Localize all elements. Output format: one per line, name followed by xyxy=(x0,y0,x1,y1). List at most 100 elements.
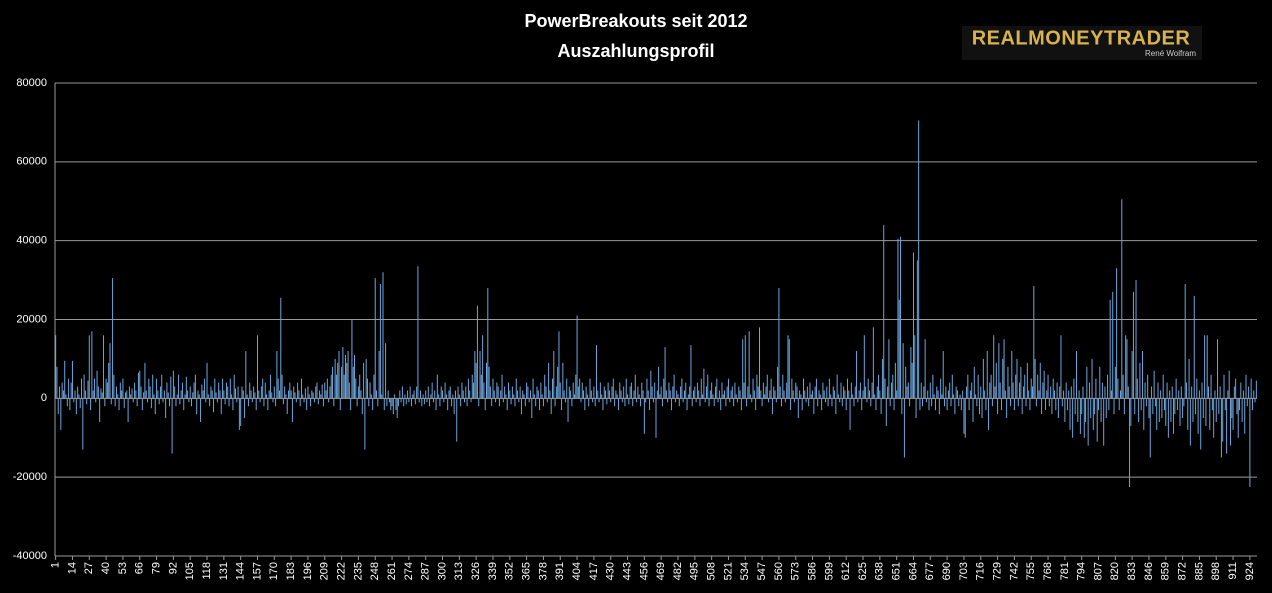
bar xyxy=(528,398,530,403)
bar xyxy=(333,398,335,407)
bar xyxy=(218,382,220,399)
bar xyxy=(1050,386,1052,399)
bar xyxy=(800,394,802,399)
x-tick-label: 391 xyxy=(554,562,566,580)
bar xyxy=(693,390,695,399)
bar xyxy=(699,398,701,407)
bar xyxy=(161,374,163,399)
bar xyxy=(504,386,506,399)
bar xyxy=(709,390,711,399)
bar xyxy=(1248,386,1250,399)
bar xyxy=(1220,398,1222,458)
bar xyxy=(258,390,260,399)
bar xyxy=(973,366,975,399)
x-tick-label: 326 xyxy=(470,562,482,580)
bar xyxy=(757,386,759,399)
bar xyxy=(850,382,852,399)
bar xyxy=(163,390,165,399)
bar xyxy=(634,374,636,399)
bar xyxy=(214,378,216,399)
bar xyxy=(154,398,156,415)
bar xyxy=(786,382,788,399)
bar xyxy=(840,382,842,399)
bar xyxy=(590,390,592,399)
bar xyxy=(57,398,59,415)
x-tick-label: 573 xyxy=(790,562,802,580)
bar xyxy=(421,398,423,407)
bar xyxy=(131,388,133,399)
bar xyxy=(1170,398,1172,422)
bar xyxy=(62,390,64,399)
bar xyxy=(134,382,136,399)
y-tick-label: 0 xyxy=(41,392,47,404)
bar xyxy=(641,382,643,399)
bar xyxy=(1217,339,1219,399)
bar xyxy=(229,378,231,399)
bar xyxy=(773,386,775,399)
bar xyxy=(330,374,332,399)
bar xyxy=(196,398,198,415)
bar xyxy=(212,398,214,413)
bar xyxy=(905,366,907,399)
bar xyxy=(465,386,467,399)
bar xyxy=(262,378,264,399)
bar xyxy=(1167,398,1169,438)
bar xyxy=(197,390,199,399)
bar xyxy=(183,398,185,411)
bar xyxy=(585,386,587,399)
bar xyxy=(1073,378,1075,399)
bar xyxy=(143,392,145,399)
y-tick-label: 80000 xyxy=(16,77,47,89)
bar xyxy=(907,382,909,399)
bar xyxy=(593,386,595,399)
bar xyxy=(1051,398,1053,415)
bar xyxy=(837,394,839,399)
bar xyxy=(308,394,310,399)
x-tick-label: 742 xyxy=(1008,562,1020,580)
bar xyxy=(215,392,217,399)
bar xyxy=(1103,398,1105,446)
bar xyxy=(998,343,1000,399)
chart-subtitle: Auszahlungsprofil xyxy=(558,41,715,61)
bar xyxy=(867,378,869,399)
bar xyxy=(344,354,346,399)
bar xyxy=(797,398,799,419)
bar xyxy=(1192,398,1194,422)
bar xyxy=(572,382,574,399)
bar xyxy=(505,394,507,399)
bar xyxy=(1244,398,1246,434)
bar xyxy=(422,394,424,399)
bar xyxy=(1196,378,1198,399)
bar xyxy=(81,378,83,399)
bar xyxy=(1065,382,1067,399)
bar xyxy=(575,374,577,399)
bar xyxy=(409,386,411,399)
bar xyxy=(993,335,995,399)
bar xyxy=(159,386,161,399)
bar xyxy=(426,398,428,403)
bar xyxy=(474,351,476,399)
bar xyxy=(185,376,187,399)
bar xyxy=(1064,398,1066,422)
bar xyxy=(1024,374,1026,399)
bar xyxy=(1246,398,1248,407)
bar xyxy=(210,386,212,399)
bar xyxy=(105,378,107,399)
bar xyxy=(1131,351,1133,399)
bar xyxy=(1239,398,1241,411)
bar xyxy=(209,398,211,407)
bar xyxy=(602,398,604,411)
bar xyxy=(1010,398,1012,407)
bar xyxy=(818,390,820,399)
bar xyxy=(1125,335,1127,399)
bar xyxy=(488,366,490,399)
bar xyxy=(822,382,824,399)
bar xyxy=(104,398,106,407)
bar xyxy=(448,390,450,399)
bar xyxy=(471,374,473,399)
bar xyxy=(1082,386,1084,399)
bar xyxy=(623,386,625,399)
bar xyxy=(320,394,322,399)
bar xyxy=(335,374,337,399)
bar xyxy=(902,343,904,399)
